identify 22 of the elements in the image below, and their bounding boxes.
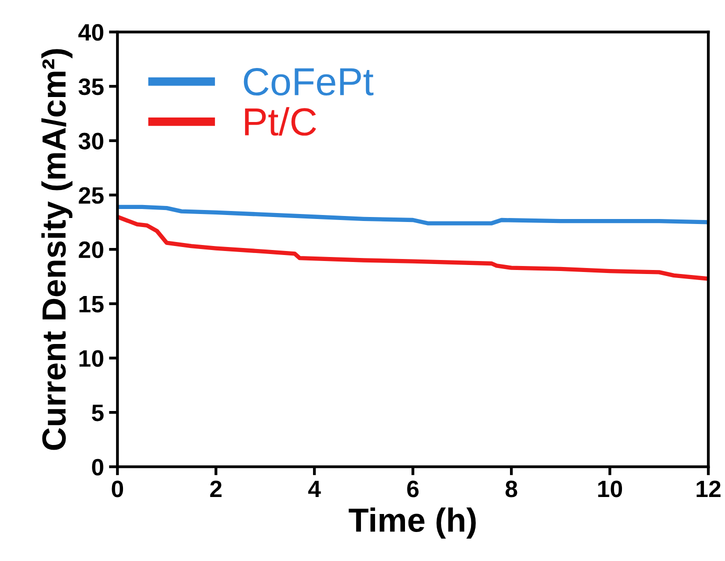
x-tick-label: 8	[506, 480, 518, 498]
y-axis-title: Current Density (mA/cm²)	[41, 49, 72, 450]
x-tick-label: 0	[112, 480, 124, 498]
x-tick-label: 10	[598, 480, 622, 498]
legend-label: Pt/C	[245, 107, 316, 136]
y-tick-label: 30	[78, 132, 104, 150]
legend-label: CoFePt	[244, 68, 374, 96]
line-series	[117, 204, 708, 226]
x-tick-label: 4	[308, 480, 321, 498]
y-tick-label: 35	[78, 78, 104, 96]
y-tick-label: 0	[92, 458, 104, 476]
y-tick-label: 40	[78, 24, 104, 41]
y-tick-label: 10	[79, 350, 104, 367]
x-axis-title: Time (h)	[348, 508, 476, 539]
line-series	[117, 214, 708, 281]
x-tick-label: 2	[210, 480, 222, 498]
x-tick-label: 12	[696, 480, 721, 498]
y-tick-label: 20	[78, 241, 104, 258]
y-tick-label: 5	[92, 404, 104, 422]
y-tick-label: 15	[79, 296, 104, 312]
y-tick-label: 25	[78, 187, 104, 204]
x-tick-label: 6	[407, 480, 419, 498]
